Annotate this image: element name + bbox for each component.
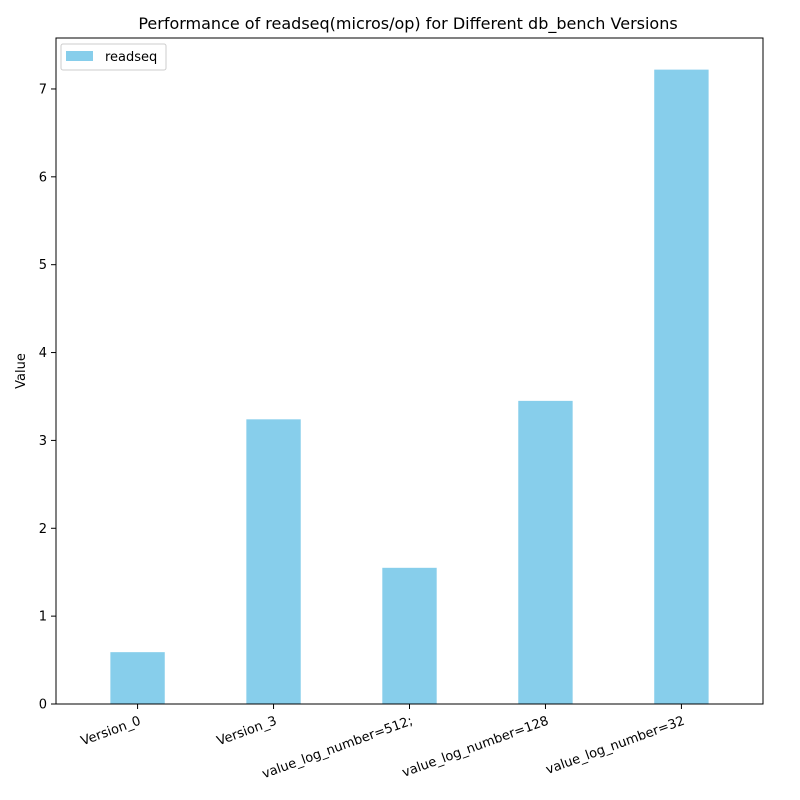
legend-label-readseq: readseq <box>105 50 157 65</box>
x-tick-label-2: value_log_number=512; <box>260 714 415 783</box>
y-tick-label-1: 1 <box>39 610 47 625</box>
bar-0 <box>110 652 165 704</box>
bar-2 <box>382 567 437 704</box>
bar-1 <box>246 419 301 704</box>
bars <box>110 69 709 704</box>
y-tick-label-4: 4 <box>39 346 47 361</box>
chart-title: Performance of readseq(micros/op) for Di… <box>138 14 677 34</box>
x-axis: Version_0 Version_3value_log_number=512;v… <box>79 704 687 782</box>
y-tick-label-0: 0 <box>39 698 47 713</box>
y-tick-label-3: 3 <box>39 434 47 449</box>
bar-4 <box>654 69 709 704</box>
y-tick-label-7: 7 <box>39 82 47 97</box>
y-tick-label-6: 6 <box>39 170 47 185</box>
x-tick-label-1: Version_3 <box>215 714 279 749</box>
y-tick-label-2: 2 <box>39 522 47 537</box>
y-tick-label-5: 5 <box>39 258 47 273</box>
legend-swatch-readseq <box>66 51 93 61</box>
y-axis-label: Value <box>14 353 29 389</box>
bar-3 <box>518 400 573 704</box>
x-tick-label-3: value_log_number=128 <box>400 714 551 781</box>
x-tick-label-0: Version_0 <box>79 714 143 749</box>
legend: readseq <box>60 43 167 71</box>
y-axis: 0 1 2 3 4 5 6 7 <box>39 82 56 713</box>
legend-box <box>60 43 167 71</box>
x-tick-label-4: value_log_number=32 <box>544 714 687 778</box>
